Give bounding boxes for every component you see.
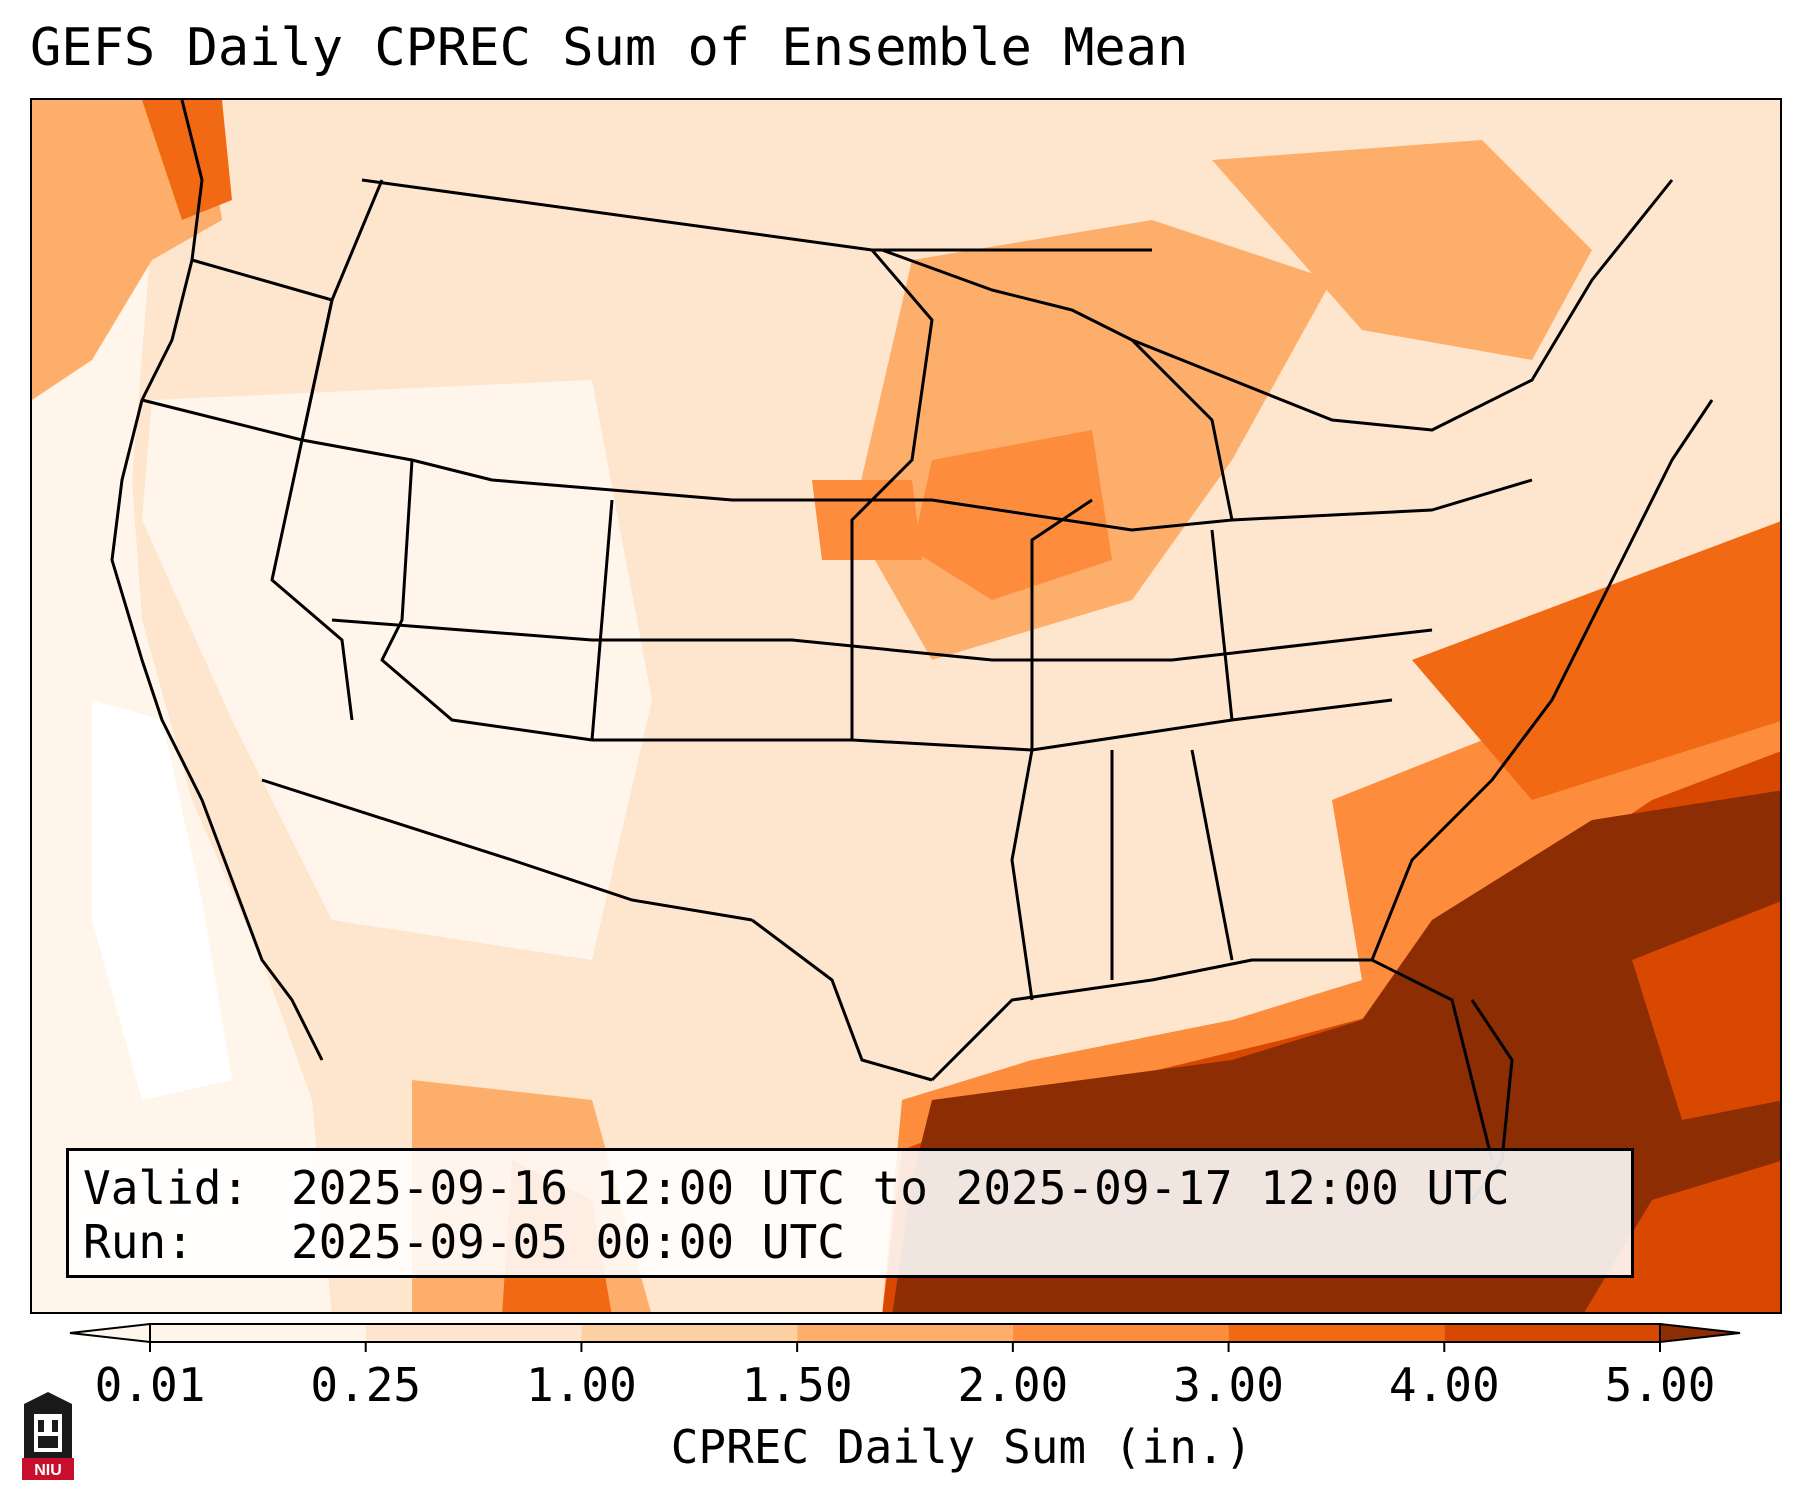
colorbar-label: CPREC Daily Sum (in.) xyxy=(670,1420,1253,1474)
nebraska-orange-region xyxy=(812,480,922,560)
colorbar-segment xyxy=(1012,1324,1229,1342)
niu-logo: NIU xyxy=(22,1392,74,1480)
colorbar-tick-label: 0.01 xyxy=(94,1358,206,1412)
colorbar-tick-label: 3.00 xyxy=(1173,1358,1284,1412)
plains-border xyxy=(850,249,934,740)
colorbar-segments xyxy=(69,1322,1741,1344)
valid-run-infobox: Valid: 2025-09-16 12:00 UTC to 2025-09-17… xyxy=(66,1148,1634,1278)
gulf-coastline xyxy=(930,958,1494,1161)
colorbar-tick-label: 2.00 xyxy=(957,1358,1069,1412)
colorbar-segment xyxy=(1228,1324,1445,1342)
colorbar-segment xyxy=(797,1324,1013,1342)
pacific-light-region xyxy=(32,220,332,1312)
great-lakes-border xyxy=(881,179,1674,432)
michigan-outline xyxy=(1130,338,1234,521)
mid-latitude-border xyxy=(301,438,1533,532)
georgia-border xyxy=(1190,749,1234,961)
colorbar-segment xyxy=(150,1324,366,1342)
colorbar-tick-label: 1.00 xyxy=(526,1358,637,1412)
utah-border xyxy=(380,459,593,742)
colorbar-tick-label: 0.25 xyxy=(310,1358,422,1412)
valid-label: Valid: xyxy=(83,1161,250,1215)
east-coastline xyxy=(1370,399,1714,961)
colorbar-segment xyxy=(581,1324,798,1342)
nevada-border xyxy=(270,299,354,721)
west-coastline xyxy=(110,100,324,1061)
bahamas-deep-region xyxy=(1632,901,1780,1120)
colorbar-extend-min xyxy=(69,1322,151,1344)
nw-dark-region xyxy=(142,100,232,220)
colorbar-outline xyxy=(149,1323,1661,1343)
colorbar-tick-label: 4.00 xyxy=(1388,1358,1500,1412)
iowa-orange-region xyxy=(912,430,1112,600)
louisiana-border xyxy=(1010,749,1034,1001)
map-title: GEFS Daily CPREC Sum of Ensemble Mean xyxy=(30,18,1189,78)
colorbar-extend-max xyxy=(1659,1322,1741,1344)
colorbar-tick-label: 5.00 xyxy=(1604,1358,1716,1412)
map-canvas xyxy=(32,100,1780,1312)
valid-value: 2025-09-16 12:00 UTC to 2025-09-17 12:00… xyxy=(291,1161,1510,1215)
mexico-border-west xyxy=(261,778,753,922)
mississippi-border xyxy=(1030,498,1093,750)
mexico-border-east xyxy=(751,918,933,1082)
row-border-a xyxy=(331,618,1433,662)
ontario-orange-region xyxy=(1212,140,1592,360)
logo-text: NIU xyxy=(34,1462,62,1479)
colorbar-segment xyxy=(1444,1324,1660,1342)
colorbar-tick-label: 1.50 xyxy=(741,1358,853,1412)
colorbar-segment xyxy=(365,1324,582,1342)
logo-banner xyxy=(22,1458,74,1480)
west-light-region xyxy=(142,380,652,960)
ohio-border xyxy=(1210,529,1234,721)
colorbar-ticks xyxy=(149,1342,1661,1352)
run-label: Run: xyxy=(83,1215,194,1269)
precipitation-map xyxy=(30,98,1782,1314)
colorado-west-border xyxy=(590,499,614,741)
atlantic-orange-region xyxy=(1412,521,1780,800)
run-value: 2025-09-05 00:00 UTC xyxy=(291,1215,845,1269)
colorbar xyxy=(69,1322,1741,1352)
pacific-white-region xyxy=(92,700,232,1100)
